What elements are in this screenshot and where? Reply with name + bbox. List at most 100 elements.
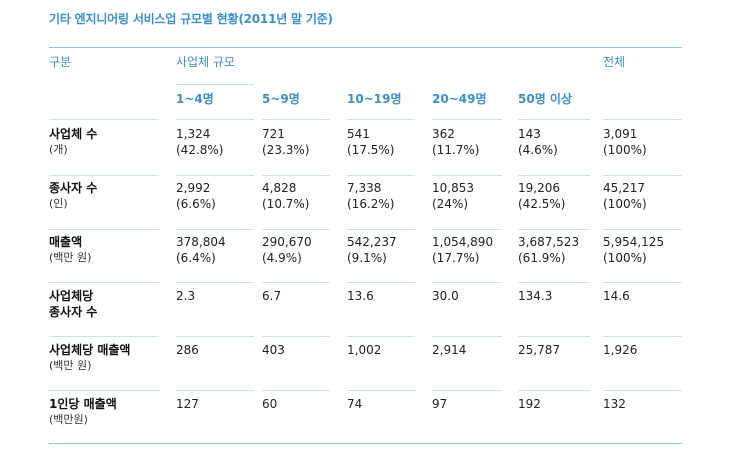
row-label-unit: (개) [49,143,68,156]
table-cell: 60 [262,397,278,411]
row-divider [347,119,415,120]
header-size-5: 50명 이상 [518,92,572,106]
row-divider [603,175,682,176]
table-cell: 2,914 [432,343,467,357]
row-divider [347,390,415,391]
table-cell: 14.6 [603,289,630,303]
table-cell: 362 (11.7%) [432,127,480,157]
table-cell: 541 (17.5%) [347,127,395,157]
table-cell: 45,217 (100%) [603,181,647,211]
row-label-text: 사업체당 매출액 [49,343,131,357]
row-divider [176,175,254,176]
row-divider [347,282,415,283]
table-cell: 3,091 (100%) [603,127,647,157]
row-label-sales-per-establishment: 사업체당 매출액 (백만 원) [49,342,130,374]
row-label-employees: 종사자 수 (인) [49,180,97,212]
row-divider [262,175,330,176]
header-category: 구분 [49,55,72,69]
table-cell: 74 [347,397,363,411]
table-cell: 721 (23.3%) [262,127,310,157]
table-cell: 132 [603,397,626,411]
header-size-2: 5~9명 [262,92,300,106]
row-divider [176,336,254,337]
row-label-unit: (백만 원) [49,359,92,372]
row-label-text-2: 종사자 수 [49,305,98,319]
row-divider [432,119,502,120]
top-divider [49,47,682,48]
row-divider [176,390,254,391]
row-divider [49,390,159,391]
table-cell: 290,670 (4.9%) [262,235,312,265]
row-divider [432,390,502,391]
row-divider [176,282,254,283]
row-label-text: 사업체 수 [49,127,98,141]
row-divider [262,336,330,337]
row-divider [603,229,682,230]
table-cell: 4,828 (10.7%) [262,181,310,211]
table-cell: 6.7 [262,289,282,303]
table-cell: 19,206 (42.5%) [518,181,566,211]
row-divider [347,229,415,230]
table-cell: 13.6 [347,289,374,303]
row-divider [518,175,590,176]
table-cell: 286 [176,343,199,357]
row-label-employees-per-establishment: 사업체당 종사자 수 [49,288,97,320]
table-cell: 25,787 [518,343,560,357]
table-cell: 1,002 [347,343,382,357]
row-divider [49,336,159,337]
table-cell: 2.3 [176,289,196,303]
row-divider [262,390,330,391]
table-cell: 1,926 [603,343,638,357]
row-divider [432,229,502,230]
table-cell: 378,804 (6.4%) [176,235,226,265]
row-divider [262,229,330,230]
table-cell: 143 (4.6%) [518,127,558,157]
row-divider [176,229,254,230]
row-label-sales: 매출액 (백만 원) [49,234,91,266]
table-title: 기타 엔지니어링 서비스업 규모별 현황(2011년 말 기준) [49,12,333,26]
table-cell: 3,687,523 (61.9%) [518,235,580,265]
row-label-sales-per-person: 1인당 매출액 (백만원) [49,396,117,428]
row-divider [518,119,590,120]
row-label-establishments: 사업체 수 (개) [49,126,97,158]
row-label-text: 종사자 수 [49,181,98,195]
bottom-divider [49,443,682,444]
table-cell: 1,324 (42.8%) [176,127,224,157]
table-cell: 1,054,890 (17.7%) [432,235,494,265]
row-divider [518,282,590,283]
row-divider [49,229,159,230]
table-cell: 30.0 [432,289,459,303]
header-size-group: 사업체 규모 [176,55,236,69]
row-divider [518,229,590,230]
table-cell: 97 [432,397,448,411]
row-divider [49,119,159,120]
row-label-unit: (인) [49,197,68,210]
header-size-1: 1~4명 [176,92,214,106]
table-cell: 192 [518,397,541,411]
row-divider [347,336,415,337]
row-divider [176,119,254,120]
row-divider [603,390,682,391]
header-total: 전체 [603,55,626,69]
header-size-3: 10~19명 [347,92,402,106]
table-cell: 7,338 (16.2%) [347,181,395,211]
row-label-unit: (백만 원) [49,251,92,264]
row-divider [432,175,502,176]
row-divider [603,119,682,120]
header-size-4: 20~49명 [432,92,487,106]
row-divider [432,336,502,337]
row-divider [518,336,590,337]
row-divider [49,282,159,283]
table-cell: 403 [262,343,285,357]
row-divider [603,336,682,337]
row-divider [432,282,502,283]
table-cell: 10,853 (24%) [432,181,474,211]
row-divider [347,175,415,176]
header-subdivider [176,84,254,85]
row-label-unit: (백만원) [49,413,88,426]
table-cell: 5,954,125 (100%) [603,235,665,265]
row-label-text: 1인당 매출액 [49,397,117,411]
table-cell: 542,237 (9.1%) [347,235,397,265]
row-label-text: 매출액 [49,235,83,249]
table-cell: 127 [176,397,199,411]
